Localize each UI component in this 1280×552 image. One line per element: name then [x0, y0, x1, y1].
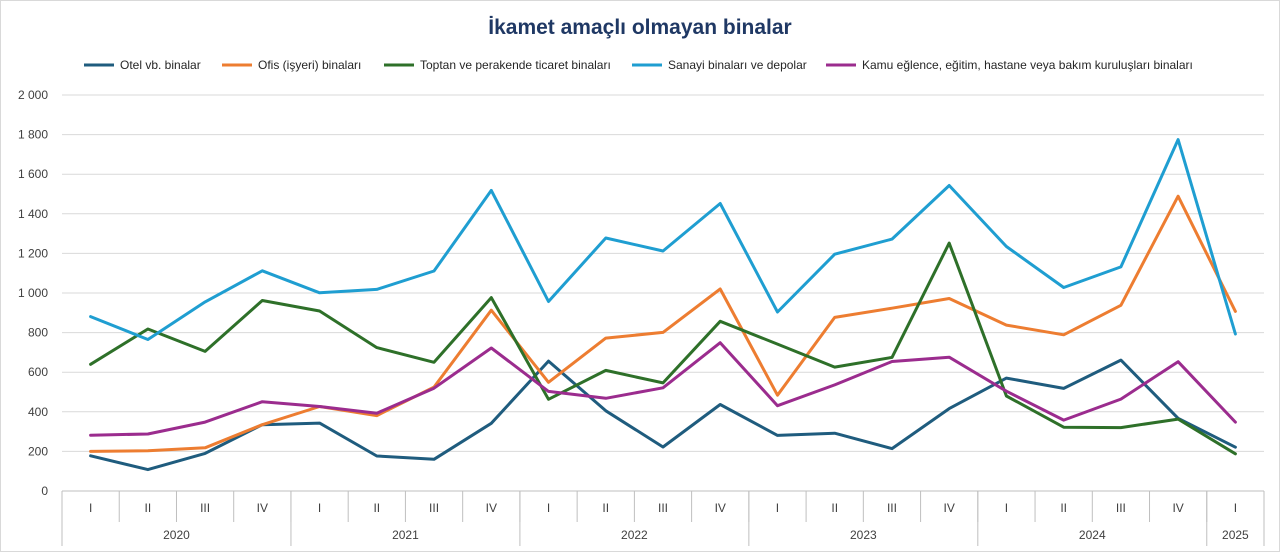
series-line-1: [89, 358, 1237, 472]
x-category-label: I: [318, 501, 321, 515]
y-tick-label: 1 000: [18, 286, 48, 300]
y-tick-label: 1 200: [18, 246, 48, 260]
x-category-label: I: [1234, 501, 1237, 515]
y-tick-label: 800: [28, 326, 48, 340]
x-category-label: II: [602, 501, 609, 515]
x-category-label: III: [887, 501, 897, 515]
x-category-label: III: [200, 501, 210, 515]
x-year-label: 2020: [163, 528, 190, 542]
x-year-label: 2022: [621, 528, 648, 542]
x-category-label: I: [1005, 501, 1008, 515]
x-category-label: I: [776, 501, 779, 515]
chart-title: İkamet amaçlı olmayan binalar: [488, 16, 791, 39]
legend-label: Toptan ve perakende ticaret binaları: [420, 58, 611, 72]
x-category-label: II: [373, 501, 380, 515]
x-category-label: III: [1116, 501, 1126, 515]
x-category-label: I: [547, 501, 550, 515]
legend-label: Kamu eğlence, eğitim, hastane veya bakım…: [862, 58, 1193, 72]
x-category-label: III: [658, 501, 668, 515]
y-tick-label: 200: [28, 444, 48, 458]
x-category-label: IV: [1172, 501, 1183, 515]
y-axis: 0 200 400 600 800 1 000 1 200 1 400 1 600 1 800 2 …: [18, 88, 48, 498]
x-year-label: 2021: [392, 528, 419, 542]
y-tick-label: 600: [28, 365, 48, 379]
legend-label: Ofis (işyeri) binaları: [258, 58, 361, 72]
x-category-label: IV: [486, 501, 497, 515]
series-line-5: [89, 341, 1237, 437]
x-category-label: IV: [944, 501, 955, 515]
x-category-label: III: [429, 501, 439, 515]
x-category-label: II: [1060, 501, 1067, 515]
legend-label: Sanayi binaları ve depolar: [668, 58, 807, 72]
x-year-label: 2023: [850, 528, 877, 542]
y-tick-label: 1 800: [18, 128, 48, 142]
x-category-label: II: [145, 501, 152, 515]
legend-label: Otel vb. binalar: [120, 58, 201, 72]
x-axis: I II III IV I II III IV I II III IV I II III IV I II III IV…: [61, 490, 1265, 546]
legend: Otel vb. binalar Ofis (işyeri) binaları To…: [84, 58, 1193, 72]
y-tick-label: 2 000: [18, 88, 48, 102]
series-lines: [89, 138, 1237, 472]
x-category-label: I: [89, 501, 92, 515]
y-tick-label: 400: [28, 405, 48, 419]
series-line-4: [89, 138, 1237, 341]
y-tick-label: 1 600: [18, 167, 48, 181]
y-tick-label: 0: [41, 484, 48, 498]
series-line-3: [89, 241, 1237, 456]
series-line-2: [89, 194, 1237, 453]
x-category-label: IV: [257, 501, 268, 515]
x-year-label: 2024: [1079, 528, 1106, 542]
x-category-label: II: [831, 501, 838, 515]
x-year-label: 2025: [1222, 528, 1249, 542]
y-tick-label: 1 400: [18, 207, 48, 221]
x-category-label: IV: [715, 501, 726, 515]
